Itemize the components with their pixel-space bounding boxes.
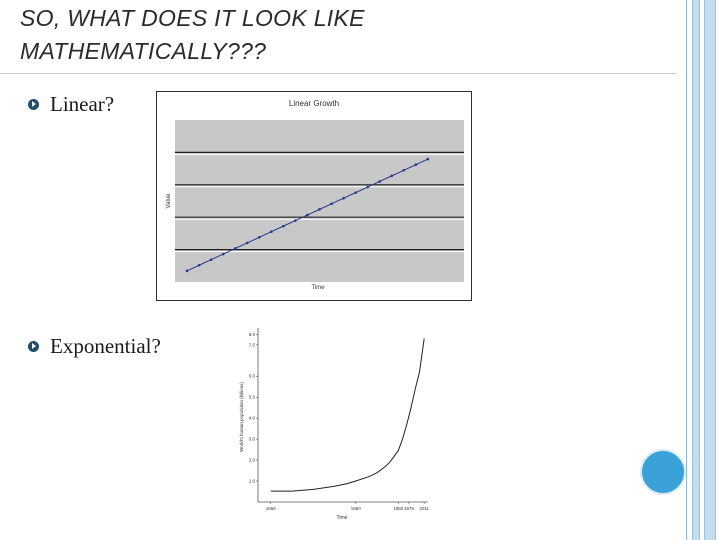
bullet-label-exponential: Exponential? [50, 334, 161, 358]
x-axis-label: Time [311, 285, 325, 291]
arrow-bullet-icon [28, 99, 39, 110]
data-point [402, 168, 406, 172]
data-point [378, 180, 382, 183]
exponential-growth-chart: 1.0 2.0 3.0 4.0 5.0 6.0 7.5 8.0 1650 1850 1950 197… [239, 328, 430, 521]
y-axis-label: Value [166, 193, 172, 209]
data-point [209, 258, 213, 261]
data-point [342, 196, 345, 200]
bullet-linear: Linear? [28, 92, 114, 117]
x-tick-label: 2011 [419, 506, 429, 511]
data-point [426, 157, 430, 161]
grid-lines [175, 151, 464, 253]
linear-growth-chart: Linear Growth Time Value [156, 91, 472, 301]
data-point [414, 163, 418, 166]
decorative-circle [640, 449, 686, 495]
x-tick-label: 1975 [404, 506, 415, 511]
data-point [245, 241, 249, 245]
data-point [221, 252, 225, 256]
title-divider [0, 73, 676, 74]
bullet-exponential: Exponential? [28, 334, 161, 359]
x-ticks: 1650 1850 1950 1975 2011 [266, 502, 430, 511]
data-point [185, 269, 189, 273]
right-border-stripe [704, 0, 716, 540]
data-point [294, 219, 297, 222]
data-point [390, 174, 394, 178]
right-border-stripe [692, 0, 700, 540]
data-point [330, 202, 333, 206]
data-point [366, 185, 369, 189]
data-point [197, 263, 201, 267]
y-tick-label: 5.0 [249, 395, 256, 400]
bullet-label-linear: Linear? [50, 92, 115, 116]
y-tick-label: 1.0 [249, 479, 256, 484]
right-border-line [686, 0, 687, 540]
data-point [270, 230, 273, 234]
chart-title: Linear Growth [289, 99, 339, 108]
x-tick-label: 1950 [393, 506, 404, 511]
data-point [257, 236, 261, 239]
y-ticks: 1.0 2.0 3.0 4.0 5.0 6.0 7.5 8.0 [249, 332, 258, 484]
series-points [185, 157, 430, 273]
y-tick-label: 8.0 [249, 332, 256, 337]
slide-title: SO, WHAT DOES IT LOOK LIKE MATHEMATICALL… [20, 2, 660, 68]
y-tick-label: 4.0 [249, 416, 256, 421]
plot-area [175, 120, 464, 282]
x-axis-label: Time [337, 515, 348, 521]
y-tick-label: 6.0 [249, 374, 256, 379]
x-tick-label: 1850 [351, 506, 362, 511]
y-tick-label: 3.0 [249, 437, 256, 442]
y-tick-label: 7.5 [249, 342, 256, 347]
data-point [233, 247, 237, 250]
y-tick-label: 2.0 [249, 458, 256, 463]
x-tick-label: 1650 [266, 506, 277, 511]
data-point [282, 224, 285, 228]
slide-title-line-1: SO, WHAT DOES IT LOOK LIKE [20, 5, 365, 31]
population-curve [270, 338, 425, 492]
data-point [306, 213, 309, 217]
data-point [318, 208, 321, 211]
slide-title-line-2: MATHEMATICALLY??? [20, 38, 267, 64]
data-point [354, 191, 357, 194]
arrow-bullet-icon [28, 341, 39, 352]
y-axis-label: World's human population (billions) [239, 382, 244, 452]
